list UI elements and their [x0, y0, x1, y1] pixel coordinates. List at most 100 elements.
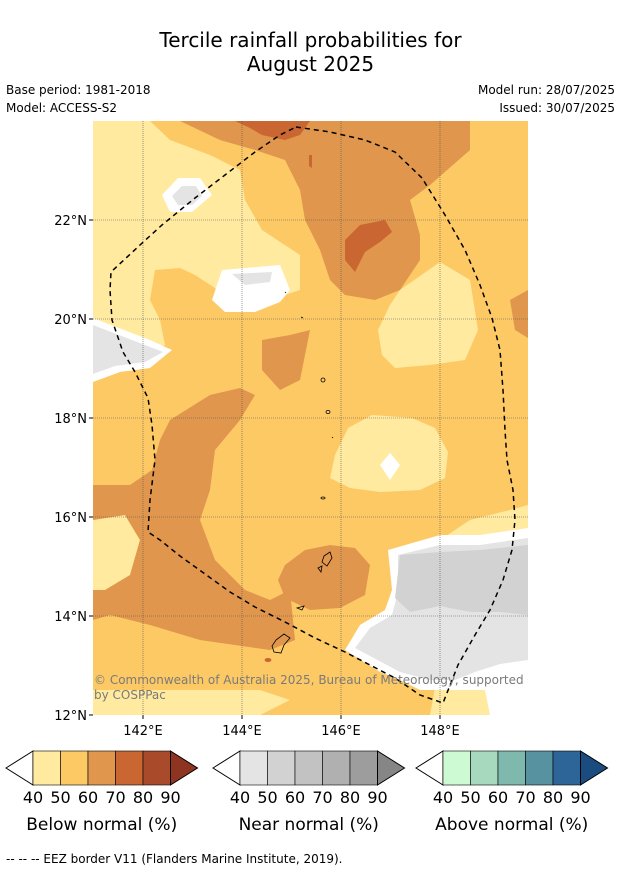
y-tick-20: 20°N [54, 313, 87, 328]
y-tick-16: 16°N [54, 511, 87, 526]
colorbar-segment [552, 750, 581, 786]
title-line-1: Tercile rainfall probabilities for [159, 28, 462, 52]
colorbar-tick-label: 90 [570, 788, 590, 807]
island-north-6 [284, 291, 287, 294]
model-run: Model run: 28/07/2025 [477, 83, 615, 97]
eez-border [109, 126, 516, 704]
map-title: Tercile rainfall probabilities for Augus… [0, 28, 621, 76]
colorbar-tick-label: 60 [285, 788, 305, 807]
below-70-80-region-dot [309, 155, 312, 168]
colorbar-segment [525, 750, 554, 786]
colorbars: 40 50 60 70 80 90 Below normal (%) 40 50 60 70 80 90… [5, 750, 609, 835]
colorbar-tick-label: 40 [230, 788, 250, 807]
x-tick-148: 148°E [420, 724, 460, 739]
colorbar-arrow-high [580, 750, 609, 786]
meta-right: Model run: 28/07/2025 Issued: 30/07/2025 [478, 81, 615, 117]
base-period: Base period: 1981-2018 [6, 83, 151, 97]
below-70-80-region-mid [345, 220, 392, 272]
below-70-80-region-top [235, 121, 310, 140]
y-tick-12: 12°N [54, 709, 87, 724]
x-tick-146: 146°E [321, 724, 361, 739]
island-north-1 [320, 377, 326, 383]
below-40-50-region-center [330, 415, 448, 492]
graticule [93, 121, 528, 715]
islands [264, 291, 334, 663]
below-40-50-region-west [93, 515, 140, 590]
colorbar-tick-label: 70 [515, 788, 535, 807]
y-tick-18: 18°N [54, 412, 87, 427]
colorbar-tick-label: 50 [460, 788, 480, 807]
colorbar-segment [349, 750, 378, 786]
near-normal-40-region-top [172, 186, 202, 205]
x-tick-142: 142°E [123, 724, 163, 739]
colorbar-tick-label: 40 [433, 788, 453, 807]
colorbar-segment [497, 750, 526, 786]
near-normal-white-halo-center [380, 453, 400, 480]
colorbar-title: Below normal (%) [26, 815, 177, 835]
colorbar-tick-label: 70 [312, 788, 332, 807]
colorbar-segment [60, 750, 89, 786]
colorbar-segment [115, 750, 144, 786]
island-north-7 [331, 436, 334, 439]
below-60-70-region-right [510, 290, 528, 338]
colorbar-segment [239, 750, 268, 786]
colorbar-title: Above normal (%) [435, 815, 588, 835]
island-north-4 [264, 658, 272, 663]
colorbar-segment [267, 750, 296, 786]
colorbar-arrow-low [5, 750, 34, 786]
island-rota [295, 605, 305, 611]
y-tick-14: 14°N [54, 610, 87, 625]
title-line-2: August 2025 [246, 52, 375, 76]
model-name: Model: ACCESS-S2 [6, 101, 118, 115]
colorbar-segment [294, 750, 323, 786]
below-60-70-region-spine [262, 330, 310, 390]
colorbar-tick-label: 60 [78, 788, 98, 807]
below-normal-colorbar: 40 50 60 70 80 90 Below normal (%) [5, 750, 199, 835]
colorbar-tick-label: 50 [257, 788, 277, 807]
y-tick-22: 22°N [54, 214, 87, 229]
map-panel: © Commonwealth of Australia 2025, Bureau… [93, 121, 528, 715]
near-normal-40-region-west [93, 325, 163, 374]
colorbar-segment [32, 750, 61, 786]
below-40-50-region-nw [93, 121, 300, 375]
colorbar-segment [470, 750, 499, 786]
colorbar-segment [87, 750, 116, 786]
colorbar-arrow-high [170, 750, 199, 786]
y-axis-labels: 22°N 20°N 18°N 16°N 14°N 12°N [54, 214, 87, 724]
x-axis-labels: 142°E 144°E 146°E 148°E [123, 724, 460, 739]
colorbar-segment [442, 750, 471, 786]
colorbar-tick-label: 90 [367, 788, 387, 807]
colorbar-arrow-low [415, 750, 444, 786]
meta-left: Base period: 1981-2018 Model: ACCESS-S2 [6, 81, 151, 117]
near-normal-50-region-se [395, 545, 528, 615]
colorbar-tick-label: 40 [23, 788, 43, 807]
copyright-line-2: by COSPPac [94, 688, 166, 702]
colorbar-tick-label: 80 [543, 788, 563, 807]
below-40-50-region-south [93, 690, 290, 715]
above-normal-colorbar: 40 50 60 70 80 90 Above normal (%) [415, 750, 609, 835]
below-60-70-region-band [93, 388, 295, 650]
near-normal-colorbar: 40 50 60 70 80 90 Near normal (%) [212, 750, 406, 835]
colorbar-segment [142, 750, 171, 786]
island-north-5 [300, 316, 304, 319]
island-saipan [321, 551, 333, 567]
copyright-line-1: © Commonwealth of Australia 2025, Bureau… [94, 673, 524, 687]
colorbar-arrow-high [377, 750, 406, 786]
below-40-50-region-ne [378, 262, 478, 368]
island-north-3 [320, 496, 326, 500]
colorbar-tick-label: 80 [133, 788, 153, 807]
eez-footnote: -- -- -- EEZ border V11 (Flanders Marine… [6, 852, 343, 866]
x-tick-144: 144°E [222, 724, 262, 739]
colorbar-tick-label: 90 [160, 788, 180, 807]
colorbar-segment [322, 750, 351, 786]
below-60-70-region-guam [278, 545, 370, 610]
island-north-2 [325, 409, 331, 414]
colorbar-arrow-low [212, 750, 241, 786]
colorbar-tick-label: 80 [340, 788, 360, 807]
colorbar-title: Near normal (%) [239, 815, 379, 835]
island-tinian [317, 565, 323, 573]
colorbar-tick-label: 50 [50, 788, 70, 807]
island-guam [271, 633, 291, 654]
colorbar-tick-label: 70 [105, 788, 125, 807]
